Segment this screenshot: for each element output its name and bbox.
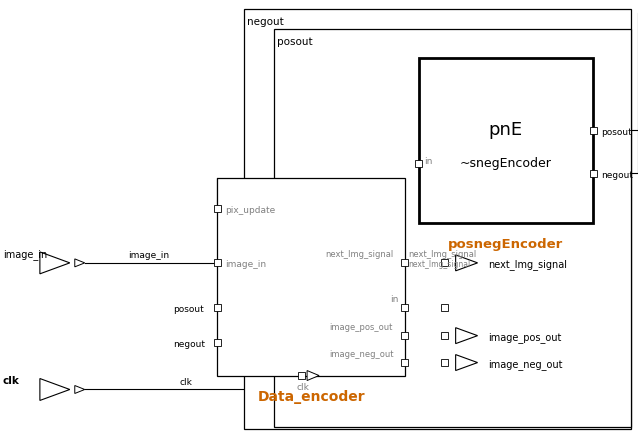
Polygon shape <box>456 328 477 344</box>
Text: pnE: pnE <box>488 121 522 139</box>
Text: image_in: image_in <box>3 249 47 260</box>
Text: next_Img_signal: next_Img_signal <box>408 260 470 269</box>
Bar <box>401 332 408 339</box>
Text: in: in <box>424 157 432 166</box>
Polygon shape <box>75 259 84 267</box>
Text: Data_encoder: Data_encoder <box>257 390 365 404</box>
Text: negout: negout <box>247 17 284 27</box>
Bar <box>401 259 408 266</box>
Text: posout: posout <box>277 36 313 46</box>
Text: image_in: image_in <box>225 260 266 269</box>
Text: next_Img_signal: next_Img_signal <box>408 251 476 259</box>
Text: next_Img_signal: next_Img_signal <box>488 259 568 270</box>
Text: posnegEncoder: posnegEncoder <box>448 238 563 251</box>
Bar <box>214 304 221 311</box>
Polygon shape <box>307 371 319 381</box>
Polygon shape <box>40 378 70 400</box>
Text: negout: negout <box>601 171 633 180</box>
Text: in: in <box>390 295 398 304</box>
Text: image_pos_out: image_pos_out <box>329 323 392 332</box>
Text: pix_update: pix_update <box>225 205 276 215</box>
Text: next_Img_signal: next_Img_signal <box>325 251 393 259</box>
Text: posout: posout <box>601 128 632 137</box>
Bar <box>589 170 596 177</box>
Bar <box>214 339 221 346</box>
Bar <box>401 359 408 366</box>
Bar <box>218 178 404 375</box>
Text: negout: negout <box>173 340 205 349</box>
Bar <box>401 304 408 311</box>
Bar <box>589 127 596 134</box>
Bar <box>441 332 448 339</box>
Polygon shape <box>75 385 84 393</box>
Text: image_pos_out: image_pos_out <box>488 332 562 343</box>
Bar <box>441 259 448 266</box>
Polygon shape <box>456 255 477 271</box>
Text: ~snegEncoder: ~snegEncoder <box>460 157 552 170</box>
Text: clk: clk <box>3 375 20 385</box>
Bar <box>441 304 448 311</box>
Bar <box>415 160 422 166</box>
Bar <box>214 205 221 212</box>
Bar <box>441 359 448 366</box>
Text: image_in: image_in <box>128 251 169 260</box>
Bar <box>298 372 305 379</box>
Polygon shape <box>40 252 70 274</box>
Bar <box>214 259 221 266</box>
Bar <box>244 9 631 429</box>
Text: clk: clk <box>296 383 309 392</box>
Text: image_neg_out: image_neg_out <box>329 350 394 359</box>
Text: posout: posout <box>173 305 204 314</box>
Bar <box>274 28 631 427</box>
Text: clk: clk <box>179 378 192 387</box>
Text: image_neg_out: image_neg_out <box>488 359 563 370</box>
Polygon shape <box>456 355 477 371</box>
Bar <box>419 59 593 223</box>
